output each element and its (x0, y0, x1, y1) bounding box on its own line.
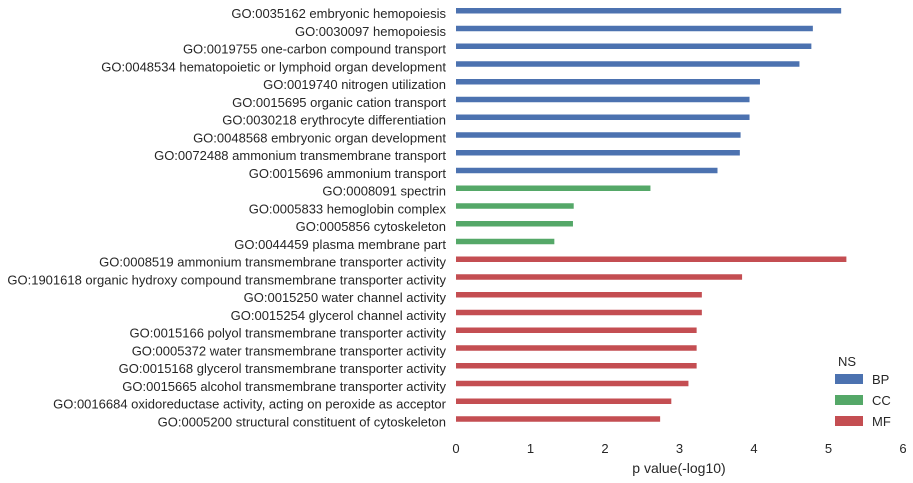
category-label: GO:0015166 polyol transmembrane transpor… (130, 326, 447, 341)
bar-16 (456, 274, 743, 280)
bar-1 (456, 8, 842, 14)
bar-21 (456, 363, 697, 369)
category-label: GO:0048568 embryonic organ development (193, 130, 446, 145)
category-label: GO:0005200 structural constituent of cyt… (158, 414, 446, 429)
x-tick-label: 6 (899, 441, 906, 456)
bar-17 (456, 292, 702, 298)
bar-22 (456, 380, 689, 387)
x-axis-label: p value(-log10) (632, 460, 725, 476)
x-tick-label: 0 (452, 441, 459, 456)
x-tick-label: 1 (527, 441, 534, 456)
x-tick-label: 2 (601, 441, 608, 456)
category-label: GO:0016684 oxidoreductase activity, acti… (53, 397, 447, 412)
bar-18 (456, 309, 702, 316)
bar-8 (456, 132, 741, 138)
legend-swatch-bp (835, 374, 863, 384)
category-label: GO:0005856 cytoskeleton (296, 219, 446, 234)
bar-3 (456, 43, 812, 49)
x-tick-label: 5 (825, 441, 832, 456)
category-labels: GO:0035162 embryonic hemopoiesis GO:00300… (7, 6, 446, 429)
category-label: GO:0008519 ammonium transmembrane transp… (99, 255, 446, 270)
category-label: GO:0044459 plasma membrane part (234, 237, 446, 252)
legend-label-bp: BP (872, 372, 889, 387)
bar-2 (456, 25, 813, 32)
bar-24 (456, 416, 661, 422)
category-label: GO:0008091 spectrin (322, 184, 446, 199)
bar-14 (456, 238, 555, 245)
bar-7 (456, 114, 750, 120)
category-label: GO:0030218 erythrocyte differentiation (222, 113, 446, 128)
category-label: GO:0015254 glycerol channel activity (231, 308, 447, 323)
category-label: GO:0048534 hematopoietic or lymphoid org… (101, 59, 446, 74)
bar-11 (456, 185, 651, 191)
category-label: GO:0015696 ammonium transport (249, 166, 447, 181)
legend-swatch-cc (835, 395, 863, 405)
category-label: GO:0072488 ammonium transmembrane transp… (154, 148, 446, 163)
bar-4 (456, 61, 800, 67)
bar-20 (456, 345, 697, 351)
bar-13 (456, 221, 573, 227)
bar-5 (456, 79, 760, 85)
category-label: GO:0015695 organic cation transport (232, 95, 446, 110)
category-label: GO:0015665 alcohol transmembrane transpo… (122, 379, 446, 394)
x-tick-label: 3 (676, 441, 683, 456)
x-tick-labels: 0 1 2 3 4 5 6 (452, 441, 906, 456)
legend-label-mf: MF (872, 414, 891, 429)
legend: NS BP CC MF (835, 354, 891, 429)
bar-6 (456, 96, 750, 103)
x-tick-label: 4 (750, 441, 757, 456)
bar-10 (456, 167, 718, 174)
category-label: GO:0030097 hemopoiesis (295, 24, 447, 39)
bar-19 (456, 327, 697, 333)
legend-label-cc: CC (872, 393, 891, 408)
category-label: GO:0005372 water transmembrane transport… (132, 343, 447, 358)
bar-12 (456, 203, 574, 209)
legend-title: NS (838, 354, 856, 369)
bar-23 (456, 398, 672, 404)
category-label: GO:0035162 embryonic hemopoiesis (231, 6, 446, 21)
category-label: GO:0019740 nitrogen utilization (263, 77, 446, 92)
category-label: GO:0019755 one-carbon compound transport (183, 42, 446, 57)
bar-15 (456, 256, 847, 262)
legend-swatch-mf (835, 416, 863, 426)
category-label: GO:1901618 organic hydroxy compound tran… (7, 272, 446, 287)
category-label: GO:0005833 hemoglobin complex (249, 201, 447, 216)
category-label: GO:0015168 glycerol transmembrane transp… (119, 361, 447, 376)
category-label: GO:0015250 water channel activity (244, 290, 447, 305)
bar-9 (456, 150, 740, 156)
bar-layer (456, 8, 847, 422)
